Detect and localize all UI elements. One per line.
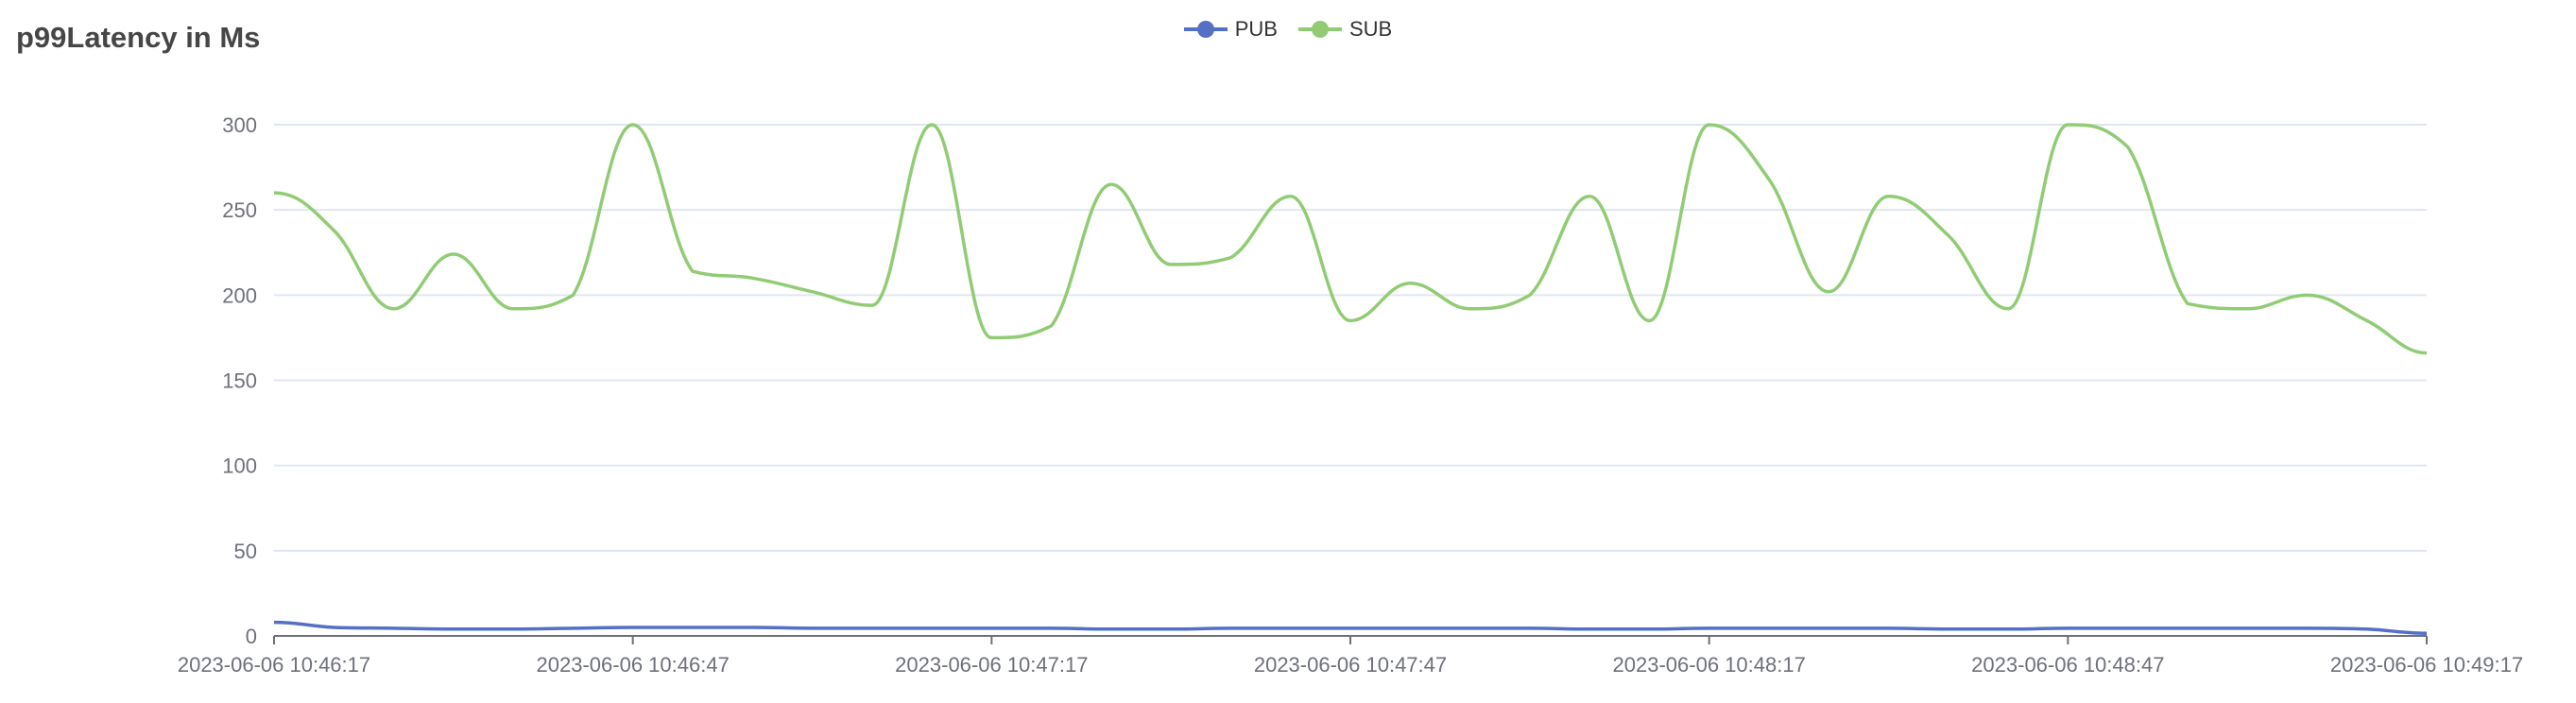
x-tick-label: 2023-06-06 10:47:17 — [895, 653, 1088, 677]
x-tick-label: 2023-06-06 10:47:47 — [1254, 653, 1447, 677]
x-tick-label: 2023-06-06 10:48:17 — [1613, 653, 1806, 677]
y-tick-label: 150 — [222, 369, 257, 393]
legend-sub-icon — [1298, 21, 1342, 38]
legend-label-sub: SUB — [1349, 17, 1393, 41]
legend-label-pub: PUB — [1234, 17, 1278, 41]
y-tick-label: 300 — [222, 113, 257, 137]
legend-pub-icon — [1183, 21, 1228, 38]
x-tick-label: 2023-06-06 10:46:17 — [178, 653, 370, 677]
x-tick-label: 2023-06-06 10:46:47 — [537, 653, 730, 677]
legend-item-sub[interactable]: SUB — [1298, 17, 1392, 42]
series-line-sub — [273, 123, 2428, 355]
series-line-pub — [273, 620, 2428, 636]
y-tick-label: 50 — [234, 540, 257, 563]
x-tick-label: 2023-06-06 10:49:17 — [2330, 653, 2523, 677]
x-tick-label: 2023-06-06 10:48:47 — [1971, 653, 2164, 677]
y-tick-label: 250 — [222, 198, 257, 222]
y-tick-label: 0 — [246, 625, 257, 648]
legend: PUB SUB — [0, 17, 2576, 42]
chart-title: p99Latency in Ms — [16, 21, 261, 54]
legend-item-pub[interactable]: PUB — [1183, 17, 1278, 42]
y-tick-label: 100 — [222, 454, 257, 478]
y-tick-label: 200 — [222, 283, 257, 307]
